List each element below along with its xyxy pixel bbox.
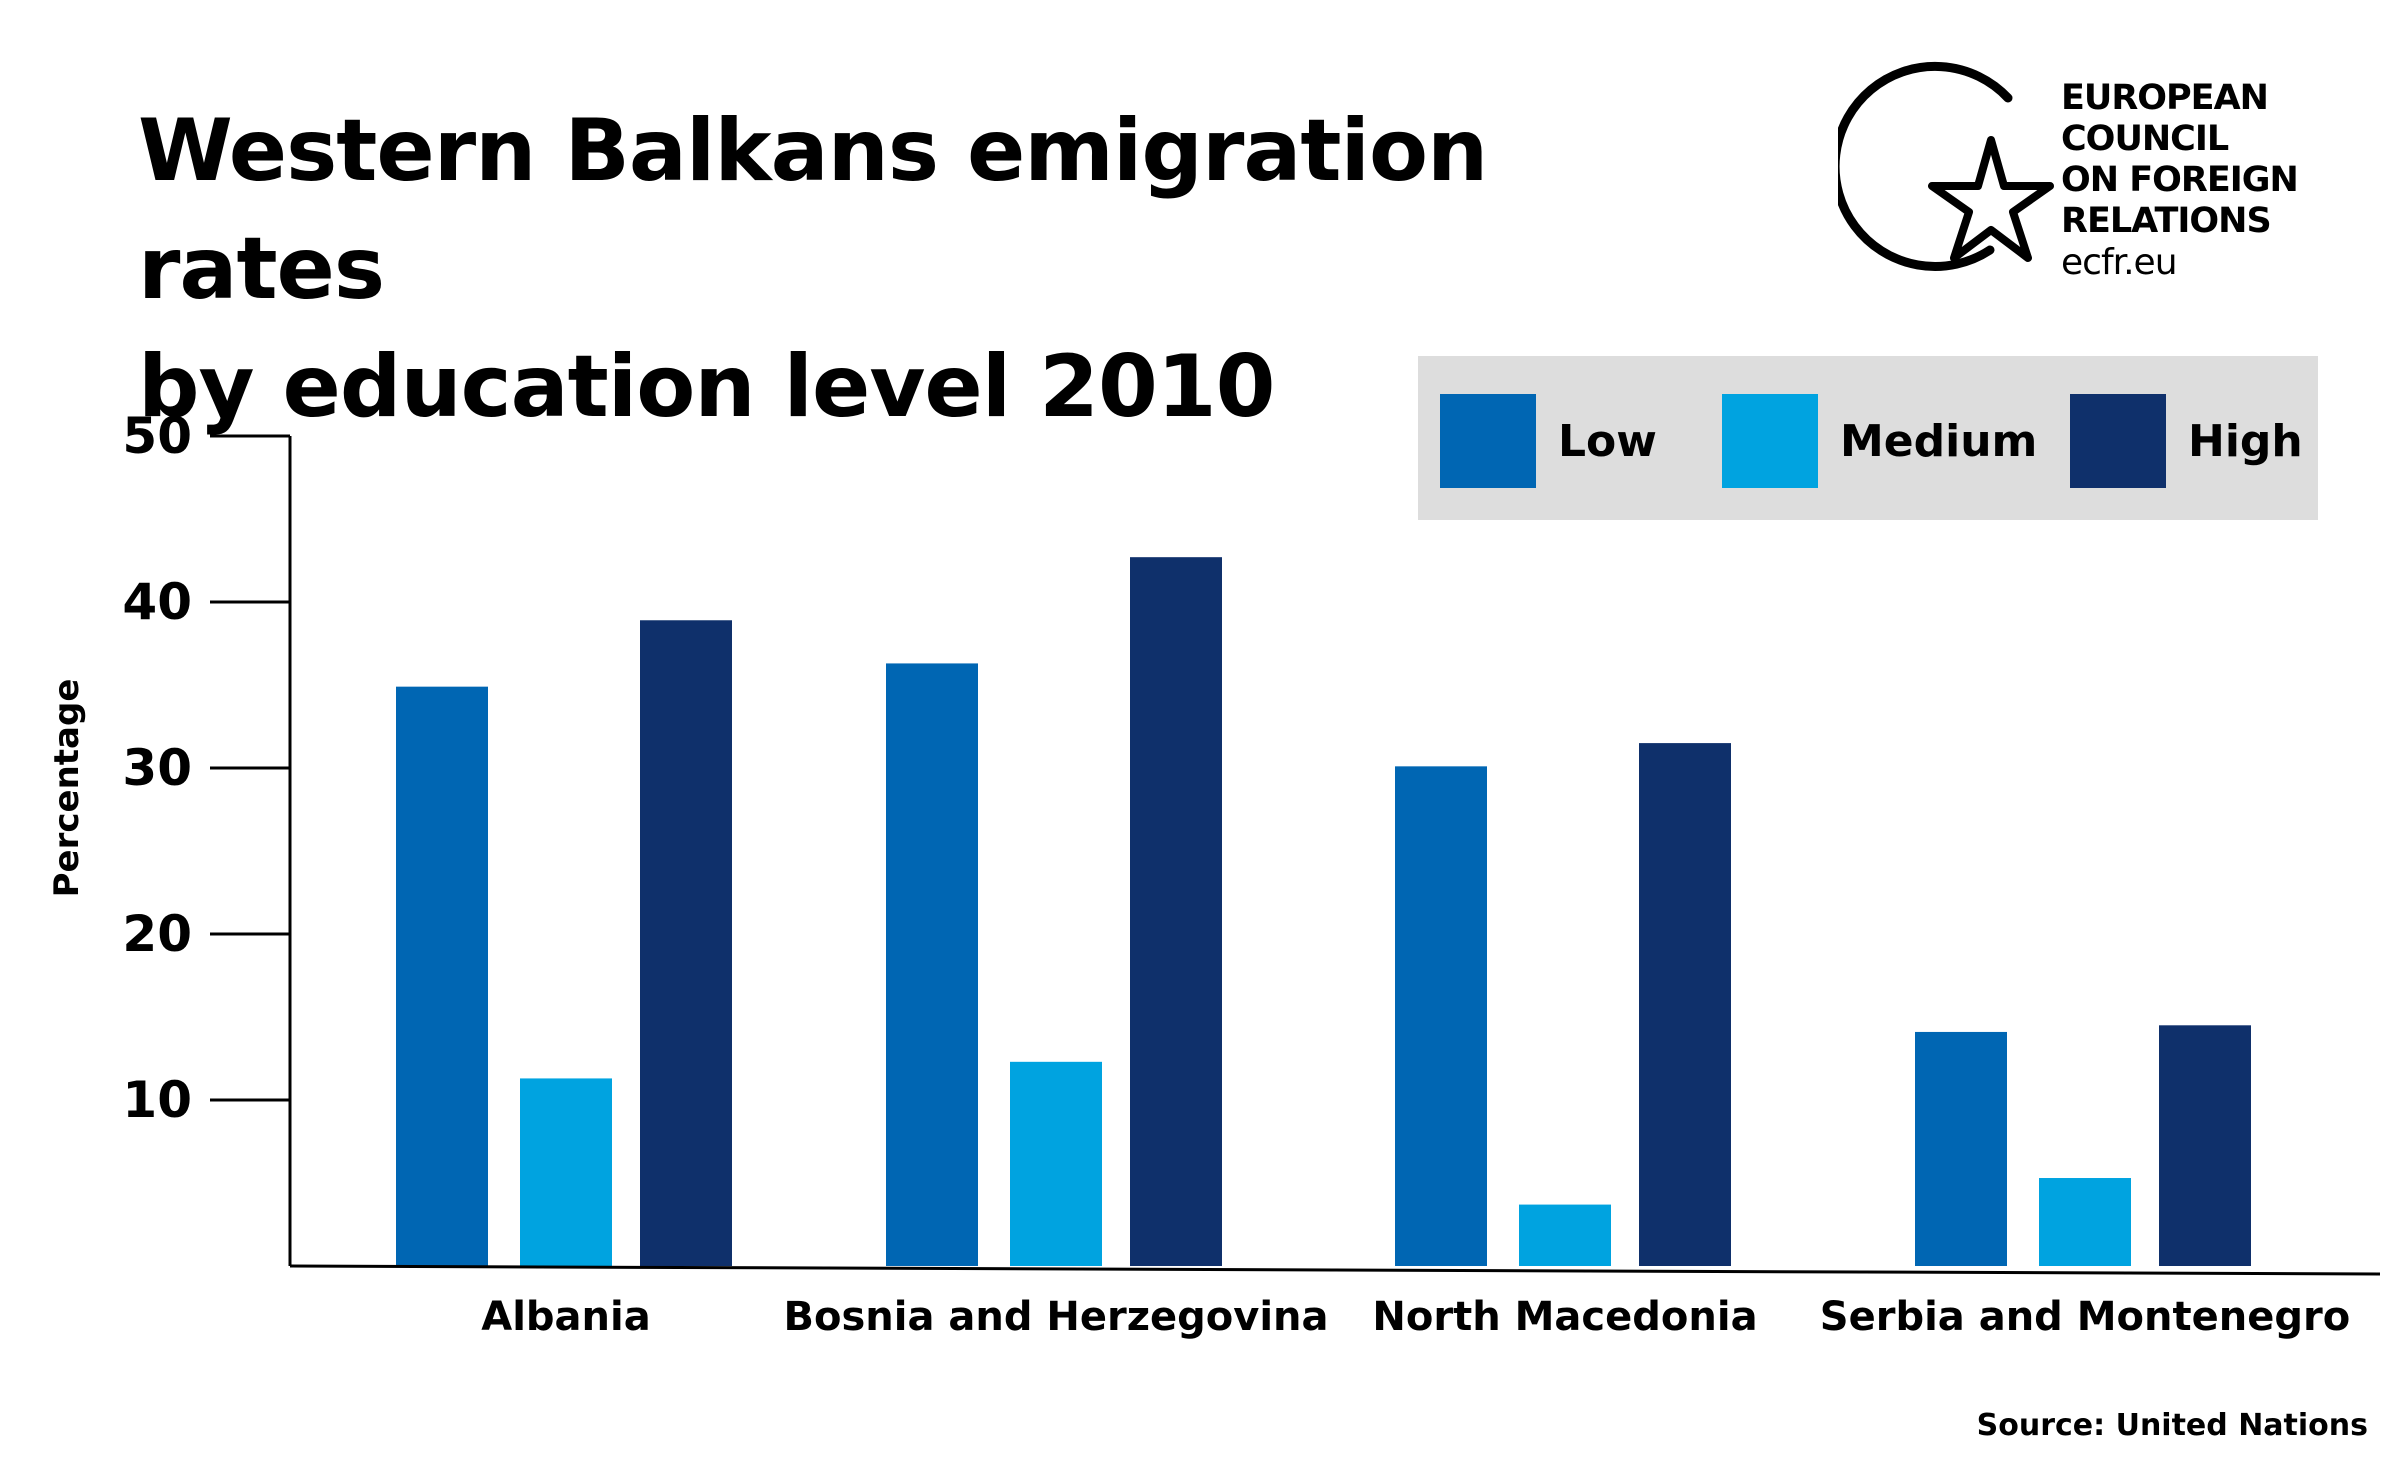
legend-label-high: High	[2188, 415, 2303, 467]
logo-line-2: COUNCIL	[2061, 119, 2229, 159]
bar-medium-0	[520, 1078, 612, 1266]
logo-line-4: RELATIONS	[2061, 201, 2272, 241]
legend-label-low: Low	[1558, 415, 1657, 467]
bar-high-0	[640, 620, 732, 1266]
bar-medium-2	[1519, 1204, 1611, 1266]
y-tick-label: 10	[122, 1071, 192, 1129]
legend-swatch-low	[1440, 394, 1536, 488]
x-axis-line	[289, 1264, 2381, 1276]
chart-title-line-2: by education level 2010	[138, 337, 1276, 437]
bar-low-2	[1395, 766, 1487, 1266]
chart-title-line-1: Western Balkans emigration rates	[138, 101, 1488, 319]
logo-line-1: EUROPEAN	[2061, 78, 2269, 118]
legend-label-medium: Medium	[1840, 415, 2038, 467]
y-tick-label: 30	[122, 739, 192, 797]
y-tick-label: 40	[122, 573, 192, 631]
y-axis-label: Percentage	[47, 679, 87, 898]
bar-high-1	[1130, 557, 1222, 1266]
chart-title: Western Balkans emigration rates by educ…	[138, 92, 1738, 446]
star-circle-icon	[1838, 61, 2054, 271]
ecfr-logo: EUROPEAN COUNCIL ON FOREIGN RELATIONS ec…	[1838, 58, 2358, 298]
logo-line-3: ON FOREIGN	[2061, 160, 2299, 200]
bar-low-3	[1915, 1031, 2007, 1266]
y-tick-label: 20	[122, 905, 192, 963]
logo-text: EUROPEAN COUNCIL ON FOREIGN RELATIONS ec…	[2061, 78, 2299, 283]
legend-swatch-medium	[1722, 394, 1818, 488]
bars-group	[396, 557, 2251, 1266]
x-tick-label: Bosnia and Herzegovina	[783, 1294, 1328, 1340]
chart-legend: Low Medium High	[1418, 356, 2318, 520]
source-note: Source: United Nations	[1976, 1408, 2368, 1443]
x-tick-label: Albania	[481, 1294, 650, 1340]
x-tick-label: Serbia and Montenegro	[1820, 1294, 2350, 1340]
x-tick-label: North Macedonia	[1372, 1294, 1757, 1340]
bar-high-2	[1639, 743, 1731, 1266]
bar-high-3	[2159, 1025, 2251, 1266]
legend-item-low: Low	[1440, 394, 1657, 488]
bar-medium-3	[2039, 1178, 2131, 1266]
y-tick-label: 50	[122, 407, 192, 465]
bar-low-1	[886, 663, 978, 1266]
legend-swatch-high	[2070, 394, 2166, 488]
legend-item-high: High	[2070, 394, 2303, 488]
legend-item-medium: Medium	[1722, 394, 2037, 488]
axes-group: 10 20 30 40 50 Albania Bosnia and Herzegovina N…	[122, 407, 2381, 1340]
bar-medium-1	[1010, 1061, 1102, 1266]
logo-url: ecfr.eu	[2061, 242, 2178, 283]
bar-low-0	[396, 686, 488, 1266]
